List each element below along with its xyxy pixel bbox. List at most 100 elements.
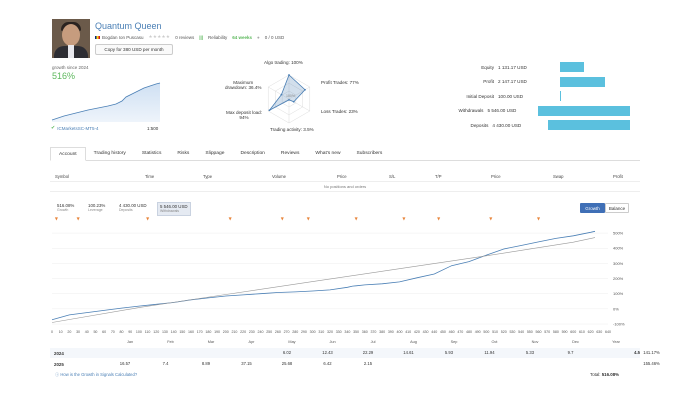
x-tick-label: 250 (266, 330, 272, 334)
radar-label-algo: Algo trading: 100% (264, 60, 303, 65)
balance-label: Equity (481, 64, 494, 70)
withdrawal-marker-icon[interactable]: ▼ (229, 216, 233, 221)
x-tick-label: 320 (327, 330, 333, 334)
balance-toggle-button[interactable]: Balance (605, 203, 629, 213)
divider (50, 191, 640, 192)
balance-row-initial-deposit: Initial Deposit 100.00 USD (440, 89, 630, 104)
col-price[interactable]: Price (337, 174, 347, 179)
col-profit[interactable]: Profit (613, 174, 623, 179)
balance-value: 100.00 USD (498, 93, 524, 99)
author-name[interactable]: Bogdan Ion Puscasu (95, 35, 144, 40)
chip-leverage[interactable]: 100.23% Leverage (88, 203, 106, 212)
copy-signal-button[interactable]: Copy for 380 USD per month (95, 44, 173, 55)
balance-row-equity: Equity 1 131.17 USD (440, 60, 630, 75)
year-total-cell: 4.5 (634, 350, 640, 355)
col-price-current[interactable]: Price (491, 174, 501, 179)
y-tick-label: 200% (613, 276, 624, 281)
col-time[interactable]: Time (145, 174, 155, 179)
series-line-0 (51, 230, 596, 321)
month-value-cell: 12.43 (322, 350, 333, 355)
x-tick-label: 560 (536, 330, 542, 334)
x-tick-label: 60 (102, 330, 106, 334)
month-value-cell: 6.42 (323, 361, 332, 366)
year-label: 2024 (54, 350, 64, 356)
x-tick-label: 70 (111, 330, 115, 334)
col-swap[interactable]: Swap (553, 174, 564, 179)
x-tick-label: 380 (379, 330, 385, 334)
x-tick-label: 500 (483, 330, 489, 334)
x-tick-label: 630 (596, 330, 602, 334)
account-tabs: Account Trading history Statistics Risks Sli… (50, 147, 640, 161)
x-tick-label: 410 (405, 330, 411, 334)
month-label: Jan (127, 340, 133, 344)
x-tick-label: 640 (605, 330, 611, 334)
year-label: 2025 (54, 361, 64, 367)
signal-name[interactable]: Quantum Queen (95, 21, 162, 31)
col-symbol[interactable]: Symbol (55, 174, 69, 179)
month-label: Nov (532, 340, 539, 344)
month-value-cell: 37.15 (241, 361, 252, 366)
tab-reviews[interactable]: Reviews (280, 151, 300, 156)
x-tick-label: 130 (162, 330, 168, 334)
withdrawal-marker-icon[interactable]: ▼ (537, 216, 541, 221)
withdrawal-marker-icon[interactable]: ▼ (55, 216, 59, 221)
subscribers-funds: 0 / 0 USD (264, 34, 285, 40)
withdrawal-marker-icon[interactable]: ▼ (281, 216, 285, 221)
month-value-cell: 7.4 (162, 361, 169, 366)
tab-trading-history[interactable]: Trading history (93, 151, 126, 156)
growth-chart[interactable]: 500% 400% 300% 200% 100% 0% -100% ▼ ▼ ▼ ▼ ▼ ▼ ▼ ▼ ▼ ▼ ▼ 0 1… (50, 216, 640, 346)
x-tick-label: 620 (588, 330, 594, 334)
x-tick-label: 580 (553, 330, 559, 334)
growth-calc-link[interactable]: ⓘ How is the Growth in Signals Calculate… (55, 372, 138, 377)
balance-label: Deposits (470, 122, 489, 128)
empty-positions-text: No positions and orders (323, 184, 367, 189)
help-icon: ⓘ (55, 372, 61, 377)
withdrawal-marker-icon[interactable]: ▼ (402, 216, 406, 221)
x-tick-label: 10 (59, 330, 63, 334)
weeks-count: 64 weeks (232, 34, 253, 40)
broker-server[interactable]: ✔ ICMarketsSC-MT5-4 (51, 125, 99, 131)
month-value-cell: 25.68 (281, 361, 293, 366)
tab-what-s-new[interactable]: What's new (315, 151, 341, 156)
col-tp[interactable]: T/P (435, 174, 442, 179)
balance-value: 1 131.17 USD (498, 64, 527, 70)
tab-statistics[interactable]: Statistics (141, 151, 162, 156)
withdrawal-marker-icon[interactable]: ▼ (437, 216, 441, 221)
x-tick-label: 220 (240, 330, 246, 334)
x-tick-label: 200 (223, 330, 229, 334)
balance-row-withdrawals: Withdrawals 5 546.00 USD (440, 104, 630, 119)
growth-value: 516% (52, 71, 76, 81)
col-type[interactable]: Type (203, 174, 213, 179)
month-value-cell: 141.17% (643, 350, 660, 355)
tab-slippage[interactable]: Slippage (205, 151, 225, 156)
col-sl[interactable]: S/L (389, 174, 396, 179)
chip-deposits[interactable]: 4 430.00 USD Deposits (119, 203, 147, 212)
x-tick-label: 610 (579, 330, 585, 334)
x-tick-label: 570 (544, 330, 550, 334)
month-label: Jun (329, 340, 335, 344)
withdrawal-marker-icon[interactable]: ▼ (77, 216, 81, 221)
withdrawal-marker-icon[interactable]: ▼ (355, 216, 359, 221)
tab-account[interactable]: Account (50, 147, 86, 161)
growth-toggle-button[interactable]: Growth (580, 203, 605, 213)
col-volume[interactable]: Volume (272, 174, 286, 179)
radar-label-drawdown: Maximum drawdown: 36.4% (225, 80, 262, 91)
balance-bar (538, 105, 630, 116)
chip-growth[interactable]: 516.08% Growth (57, 203, 75, 212)
x-tick-label: 550 (527, 330, 533, 334)
month-value-cell: 5.93 (444, 350, 454, 355)
month-label: Oct (492, 340, 499, 344)
radar-label-max-deposit: Max deposit load: 94% (226, 110, 263, 121)
tab-risks[interactable]: Risks (177, 151, 190, 156)
radar-label-loss-trades: Loss Trades: 23% (321, 109, 358, 114)
chip-withdrawals[interactable]: 5 546.00 USD Withdrawals (157, 202, 191, 216)
reviews-count[interactable]: 0 reviews (175, 34, 195, 40)
withdrawal-marker-icon[interactable]: ▼ (307, 216, 311, 221)
withdrawal-marker-icon[interactable]: ▼ (489, 216, 493, 221)
withdrawal-marker-icon[interactable]: ▼ (146, 216, 150, 221)
tab-description[interactable]: Description (240, 151, 265, 156)
month-label: Year (612, 340, 620, 344)
tab-subscribers[interactable]: Subscribers (356, 151, 383, 156)
month-label: May (288, 340, 295, 344)
growth-since-label: growth since 2024 (52, 65, 89, 70)
